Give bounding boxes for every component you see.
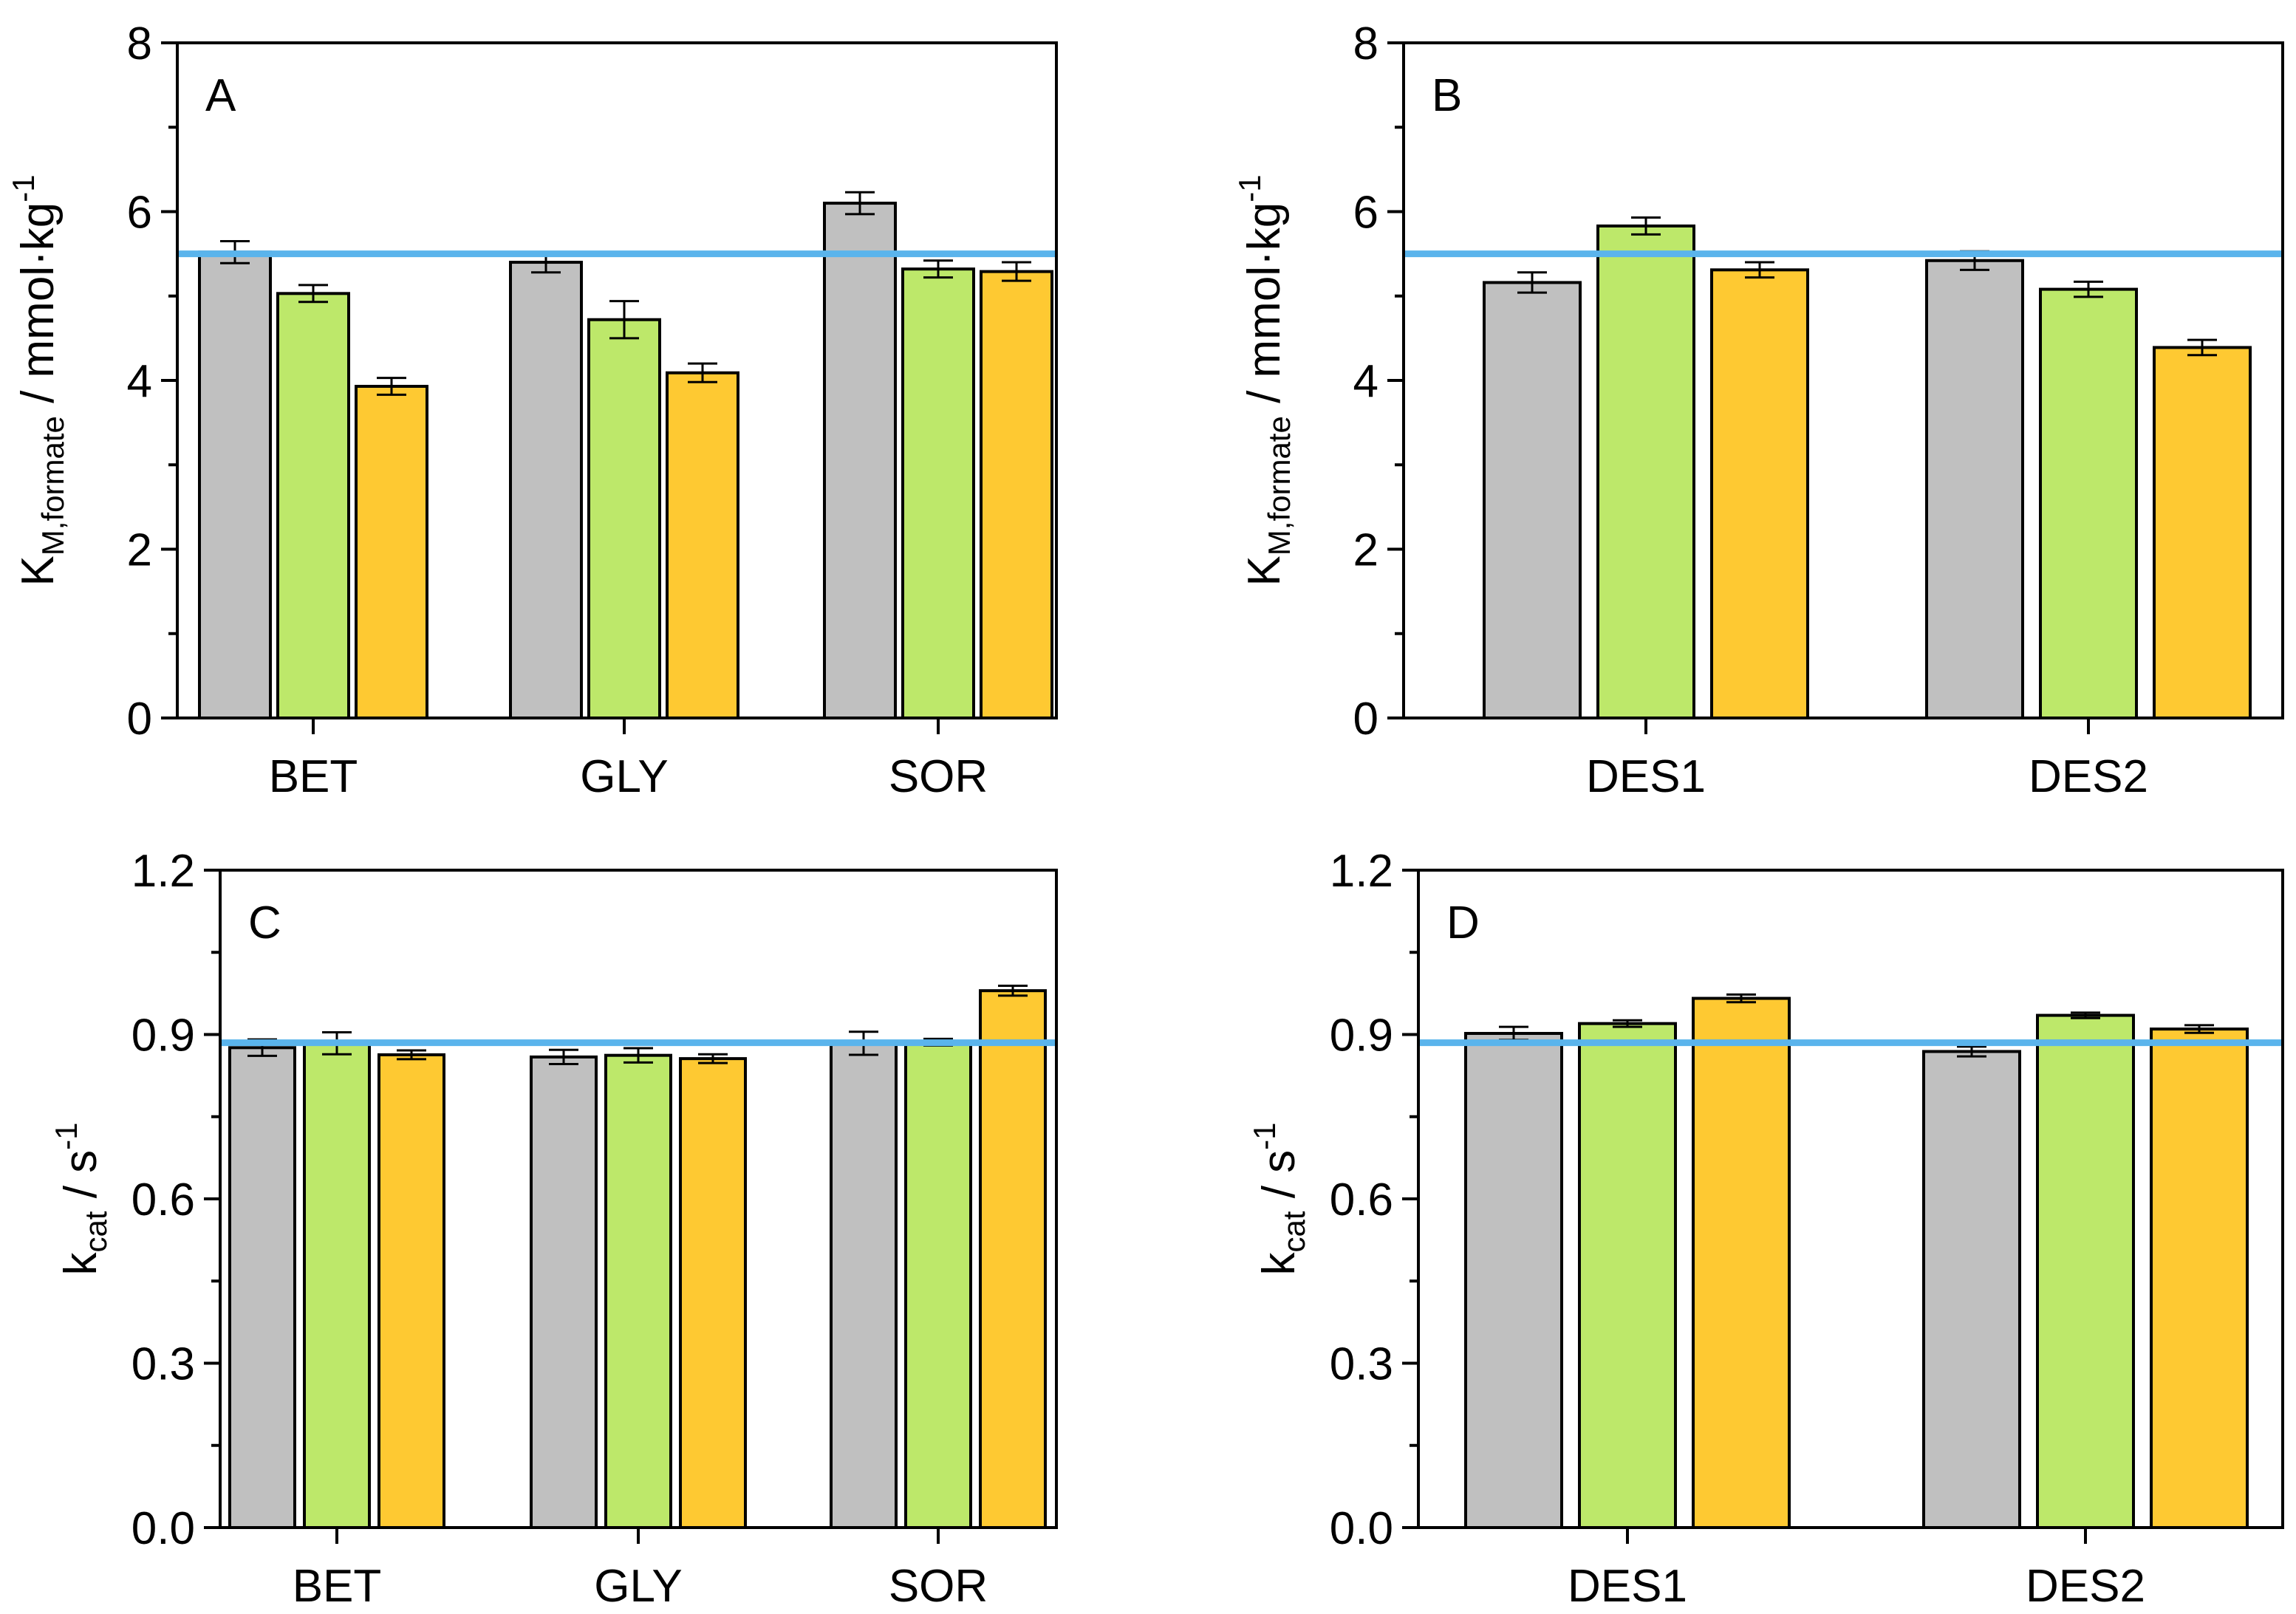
bar-b-des1-series3 <box>1710 268 1809 719</box>
y-tick-label: 2 <box>127 525 152 576</box>
panel-letter-c: C <box>248 897 281 948</box>
panel-letter-d: D <box>1446 897 1480 948</box>
bar-b-des1-series1 <box>1483 281 1582 720</box>
error-bar-c-gly-series2 <box>623 1047 653 1064</box>
bar-d-des1-series3 <box>1692 996 1791 1530</box>
bar-c-gly-series2 <box>604 1053 672 1529</box>
bar-a-gly-series2 <box>587 318 661 719</box>
category-label-gly: GLY <box>580 751 668 802</box>
category-label-bet: BET <box>293 1561 382 1612</box>
bar-d-des2-series2 <box>2036 1013 2135 1529</box>
category-label-des2: DES2 <box>2029 751 2148 802</box>
bar-c-sor-series1 <box>830 1042 898 1530</box>
panel-letter-a: A <box>205 70 236 121</box>
error-bar-c-sor-series3 <box>998 984 1028 997</box>
bar-c-bet-series1 <box>228 1046 296 1530</box>
bar-a-gly-series3 <box>666 371 739 719</box>
error-bar-b-des2-series3 <box>2187 338 2217 357</box>
error-bar-a-sor-series2 <box>923 259 953 279</box>
y-tick-label: 6 <box>127 188 152 239</box>
error-bar-c-gly-series1 <box>549 1048 578 1066</box>
category-label-gly: GLY <box>594 1561 682 1612</box>
y-tick-label: 4 <box>1353 356 1378 407</box>
error-bar-a-gly-series3 <box>688 362 717 383</box>
error-bar-a-gly-series2 <box>609 300 639 340</box>
category-label-des1: DES1 <box>1568 1561 1687 1612</box>
category-label-bet: BET <box>269 751 358 802</box>
bar-a-sor-series3 <box>980 270 1053 719</box>
y-axis-label-a: KM,formate / mmol·kg-1 <box>6 174 70 586</box>
error-bar-a-bet-series3 <box>377 377 406 396</box>
bar-c-sor-series3 <box>979 989 1047 1529</box>
y-axis-label-d: kcat / s-1 <box>1247 1122 1311 1275</box>
bar-d-des1-series2 <box>1578 1022 1677 1529</box>
y-tick-label: 0.6 <box>131 1174 195 1225</box>
y-tick-label: 6 <box>1353 188 1378 239</box>
error-bar-d-des2-series1 <box>1957 1045 1986 1058</box>
y-tick-label: 0 <box>127 694 152 745</box>
error-bar-b-des1-series1 <box>1517 271 1547 294</box>
bar-c-gly-series3 <box>679 1057 747 1529</box>
y-axis-label-b: KM,formate / mmol·kg-1 <box>1232 174 1296 586</box>
bar-c-bet-series2 <box>303 1042 371 1530</box>
panel-b: DES1 DES2 0 2 4 6 8 B KM,formate / mmol·kg-1 <box>1232 18 2284 802</box>
y-tick-label: 0.3 <box>131 1339 195 1390</box>
bar-a-bet-series2 <box>276 292 350 719</box>
error-bar-b-des2-series2 <box>2074 280 2103 298</box>
bar-d-des2-series3 <box>2150 1027 2249 1530</box>
error-bar-b-des1-series3 <box>1745 261 1774 279</box>
y-tick-label: 0.0 <box>1330 1503 1393 1554</box>
bar-a-bet-series3 <box>355 384 428 719</box>
y-tick-label: 1.2 <box>131 846 195 897</box>
bar-d-des1-series1 <box>1464 1032 1563 1530</box>
y-tick-label: 0.9 <box>1330 1011 1393 1061</box>
error-bar-d-des2-series2 <box>2071 1011 2100 1019</box>
y-tick-label: 0.0 <box>131 1503 195 1554</box>
error-bar-d-des2-series3 <box>2184 1024 2214 1034</box>
y-tick-label: 0 <box>1353 694 1378 745</box>
y-tick-label: 0.3 <box>1330 1339 1393 1390</box>
y-tick-label: 1.2 <box>1330 846 1393 897</box>
category-label-des2: DES2 <box>2026 1561 2145 1612</box>
bar-b-des2-series3 <box>2153 346 2252 719</box>
bar-a-bet-series1 <box>198 250 272 719</box>
bar-d-des2-series1 <box>1922 1050 2021 1530</box>
error-bar-a-bet-series2 <box>298 284 328 304</box>
y-tick-label: 4 <box>127 356 152 407</box>
category-label-des1: DES1 <box>1586 751 1706 802</box>
y-tick-label: 0.6 <box>1330 1174 1393 1225</box>
error-bar-d-des1-series3 <box>1726 993 1756 1004</box>
bar-a-gly-series1 <box>509 261 583 719</box>
error-bar-a-sor-series1 <box>845 191 875 216</box>
panel-a: BET GLY SOR 0 2 4 6 8 A KM,formate / mmol·kg-1 <box>6 18 1058 802</box>
y-tick-label: 2 <box>1353 525 1378 576</box>
bar-c-bet-series3 <box>377 1053 445 1529</box>
category-label-sor: SOR <box>889 751 988 802</box>
bar-b-des1-series2 <box>1596 224 1695 719</box>
y-tick-label: 0.9 <box>131 1011 195 1061</box>
bar-c-gly-series1 <box>530 1055 598 1529</box>
bar-b-des2-series2 <box>2039 287 2138 719</box>
y-axis-label-c: kcat / s-1 <box>49 1122 113 1275</box>
bar-b-des2-series1 <box>1925 259 2024 719</box>
error-bar-a-sor-series3 <box>1002 261 1031 282</box>
category-label-sor: SOR <box>889 1561 988 1612</box>
bar-a-sor-series1 <box>823 202 897 719</box>
error-bar-c-bet-series3 <box>397 1049 426 1061</box>
panel-letter-b: B <box>1432 70 1462 121</box>
bar-c-sor-series2 <box>904 1040 972 1529</box>
y-tick-label: 8 <box>127 18 152 69</box>
error-bar-b-des1-series2 <box>1631 216 1661 236</box>
error-bar-d-des1-series2 <box>1613 1019 1642 1028</box>
bar-a-sor-series2 <box>901 267 975 719</box>
error-bar-c-gly-series3 <box>698 1053 728 1064</box>
y-tick-label: 8 <box>1353 18 1378 69</box>
